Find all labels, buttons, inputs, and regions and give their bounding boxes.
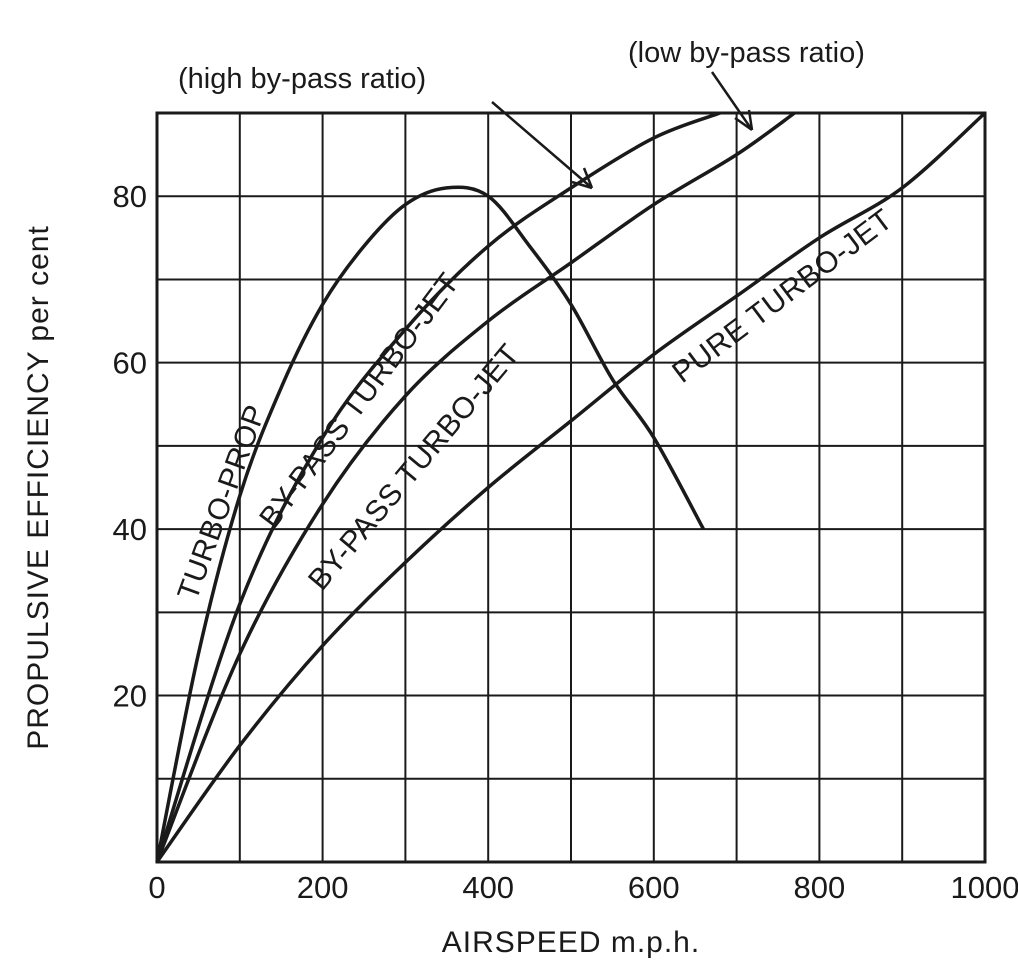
- x-tick-label: 600: [628, 870, 680, 905]
- series-group: [155, 111, 987, 864]
- y-axis-label: PROPULSIVE EFFICIENCY per cent: [22, 225, 55, 750]
- plot-frame: [155, 111, 987, 864]
- x-tick-label: 200: [297, 870, 349, 905]
- x-axis-label: AIRSPEED m.p.h.: [442, 926, 700, 959]
- grid: [157, 113, 985, 862]
- series-label-pure-turbojet: PURE TURBO-JET: [666, 203, 899, 390]
- series-label-bypass-high: BY-PASS TURBO-JET: [253, 267, 466, 534]
- y-tick-label: 80: [113, 179, 147, 214]
- y-tick-label: 40: [113, 512, 147, 547]
- tick-labels: 0 200 400 600 800 1000 20 40 60 80: [113, 179, 1018, 905]
- series-line-pure-turbojet: [155, 111, 987, 864]
- x-tick-label: 800: [794, 870, 846, 905]
- annotation-high-bypass: (high by-pass ratio): [178, 63, 426, 95]
- annotation-arrow-low: [710, 71, 754, 132]
- x-tick-label: 0: [148, 870, 165, 905]
- series-line-turbo-prop: [155, 185, 706, 863]
- annotation-low-bypass: (low by-pass ratio): [628, 37, 865, 69]
- x-tick-label: 400: [462, 870, 514, 905]
- series-line-bypass-high: [155, 111, 721, 863]
- x-tick-label: 1000: [951, 870, 1018, 905]
- annotation-arrow-high: [491, 101, 594, 190]
- series-label-bypass-low: BY-PASS TURBO-JET: [302, 338, 526, 596]
- y-tick-label: 60: [113, 346, 147, 381]
- series-line-bypass-low: [155, 111, 796, 863]
- y-tick-label: 20: [113, 679, 147, 714]
- series-label-turbo-prop: TURBO-PROP: [172, 400, 273, 604]
